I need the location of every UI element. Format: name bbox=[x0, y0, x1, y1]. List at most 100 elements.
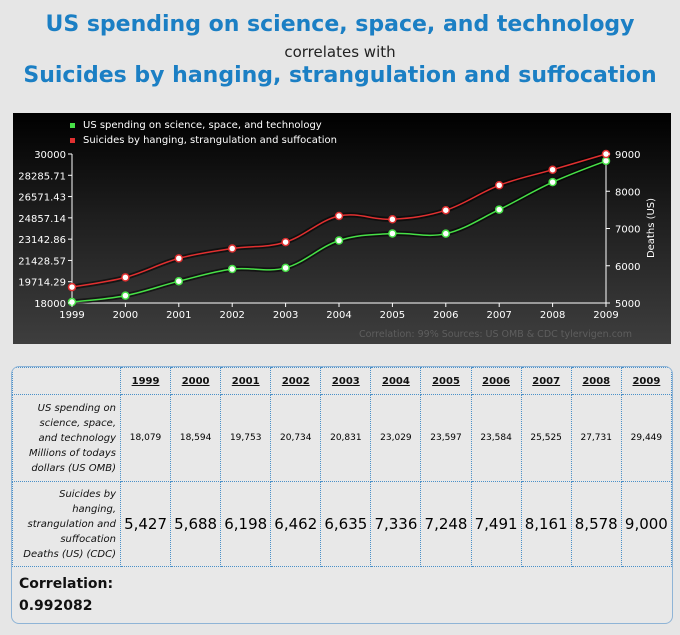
suicides-value-cell: 7,336 bbox=[370, 481, 422, 567]
suicides-value-cell: 6,462 bbox=[270, 481, 322, 567]
x-axis-tick-label: 2000 bbox=[113, 310, 138, 321]
spending-value-cell: 19,753 bbox=[220, 394, 272, 482]
x-axis-tick-label: 2006 bbox=[433, 310, 458, 321]
suicides-value-cell: 8,578 bbox=[570, 481, 622, 567]
table-year-header: 2004 bbox=[370, 367, 422, 395]
suicides-data-point bbox=[334, 211, 344, 221]
suicides-value-cell: 5,427 bbox=[119, 481, 172, 567]
x-axis-tick-label: 2008 bbox=[540, 310, 565, 321]
x-axis-tick-label: 2004 bbox=[326, 310, 351, 321]
data-table-panel: 1999 2000 2001 2002 2003 2004 2005 2006 2007 2008… bbox=[11, 366, 673, 624]
table-year-header: 2000 bbox=[170, 367, 222, 395]
row-unit-line: dollars (US OMB) bbox=[31, 462, 116, 474]
spending-data-point bbox=[441, 229, 451, 238]
spending-value-cell: 23,584 bbox=[470, 394, 522, 482]
row2-label: Suicides by hanging, strangulation and suff… bbox=[12, 481, 121, 567]
table-year-header: 2006 bbox=[470, 367, 522, 395]
spending-value-cell: 20,734 bbox=[270, 394, 322, 482]
x-axis-tick-label: 1999 bbox=[59, 310, 84, 321]
table-year-header: 2009 bbox=[620, 367, 672, 395]
left-axis-tick-label: 23142.86 bbox=[18, 235, 66, 246]
correlation-summary: Correlation: 0.992082 bbox=[19, 573, 113, 617]
table-year-header: 2003 bbox=[320, 367, 372, 395]
spending-data-point bbox=[388, 229, 397, 238]
table-year-header: 2005 bbox=[420, 367, 472, 395]
row-label-line: and technology bbox=[38, 432, 116, 444]
x-axis-tick-label: 2002 bbox=[219, 310, 244, 321]
chart-title-top: US spending on science, space, and techn… bbox=[45, 12, 635, 37]
x-axis-tick-label: 2005 bbox=[380, 310, 405, 321]
row1-label: US spending on science, space, and technol… bbox=[12, 394, 121, 482]
spending-data-point bbox=[281, 263, 290, 273]
left-axis-tick-label: 18000 bbox=[34, 299, 66, 310]
left-axis-tick-label: 30000 bbox=[34, 150, 66, 161]
table-year-header: 2002 bbox=[270, 367, 322, 395]
left-axis-tick-label: 26571.43 bbox=[18, 193, 66, 204]
suicides-data-point bbox=[67, 282, 77, 292]
suicides-data-point bbox=[281, 237, 290, 247]
row-label-line: hanging, bbox=[72, 503, 116, 515]
legend-suicides-swatch bbox=[70, 138, 75, 143]
row-label-line: US spending on bbox=[37, 402, 116, 414]
row-label-line: science, space, bbox=[39, 417, 117, 429]
correlation-label: Correlation: bbox=[19, 576, 114, 592]
suicides-data-point bbox=[227, 244, 237, 253]
chart-background bbox=[13, 113, 671, 344]
chart-footer-sources: Correlation: 99% Sources: US OMB & CDC t… bbox=[359, 329, 632, 340]
suicides-value-cell: 6,635 bbox=[320, 481, 372, 567]
spending-data-point bbox=[548, 177, 557, 187]
spending-value-cell: 23,597 bbox=[420, 394, 472, 482]
suicides-data-point bbox=[548, 165, 557, 174]
left-axis-tick-label: 19714.29 bbox=[18, 278, 66, 289]
suicides-data-point bbox=[441, 205, 451, 215]
left-axis-tick-label: 24857.14 bbox=[18, 214, 66, 225]
spending-data-point bbox=[121, 291, 130, 300]
correlation-value: 0.992082 bbox=[19, 598, 93, 614]
x-axis-tick-label: 2009 bbox=[593, 310, 618, 321]
suicides-value-cell: 7,248 bbox=[420, 481, 472, 567]
legend-spending-swatch bbox=[70, 123, 75, 128]
x-axis-tick-label: 2001 bbox=[166, 310, 191, 321]
suicides-data-point bbox=[121, 273, 130, 282]
suicides-value-cell: 9,000 bbox=[620, 481, 672, 567]
suicides-value-cell: 6,198 bbox=[220, 481, 272, 567]
spending-data-point bbox=[334, 236, 344, 245]
table-corner-cell bbox=[12, 367, 121, 395]
left-axis-tick-label: 21428.57 bbox=[18, 256, 66, 267]
spending-value-cell: 20,831 bbox=[320, 394, 372, 482]
spending-value-cell: 25,525 bbox=[520, 394, 572, 482]
spending-value-cell: 18,594 bbox=[170, 394, 222, 482]
spending-data-point bbox=[174, 276, 184, 286]
row-unit-line: Millions of todays bbox=[28, 447, 116, 459]
spending-value-cell: 23,029 bbox=[370, 394, 422, 482]
suicides-data-point bbox=[388, 215, 397, 224]
x-axis-tick-label: 2003 bbox=[273, 310, 298, 321]
spending-value-cell: 18,079 bbox=[119, 394, 172, 482]
row-label-line: Suicides by bbox=[59, 488, 116, 500]
row-unit-line: Deaths (US) (CDC) bbox=[23, 548, 116, 560]
right-axis-tick-label: 6000 bbox=[615, 262, 640, 273]
right-axis-label: Deaths (US) bbox=[646, 198, 657, 258]
suicides-value-cell: 7,491 bbox=[470, 481, 522, 567]
suicides-data-point bbox=[174, 254, 184, 263]
left-axis-tick-label: 28285.71 bbox=[18, 171, 66, 182]
spending-value-cell: 27,731 bbox=[570, 394, 622, 482]
chart-connector-text: correlates with bbox=[284, 43, 396, 61]
correlation-line-chart: US spending on science, space, and techn… bbox=[13, 113, 671, 344]
row-label-line: suffocation bbox=[60, 533, 116, 545]
chart-title-bottom: Suicides by hanging, strangulation and s… bbox=[23, 63, 657, 88]
x-axis-tick-label: 2007 bbox=[486, 310, 511, 321]
spending-data-point bbox=[494, 205, 504, 214]
suicides-data-point bbox=[494, 181, 504, 190]
suicides-value-cell: 5,688 bbox=[170, 481, 222, 567]
row-label-line: strangulation and bbox=[27, 518, 116, 530]
data-table: 1999 2000 2001 2002 2003 2004 2005 2006 2007 2008… bbox=[12, 367, 672, 567]
spending-data-point bbox=[601, 156, 611, 166]
right-axis-tick-label: 8000 bbox=[615, 187, 640, 198]
spending-data-point bbox=[227, 264, 237, 274]
legend-spending-label: US spending on science, space, and techn… bbox=[83, 120, 322, 131]
right-axis-tick-label: 9000 bbox=[615, 150, 640, 161]
right-axis-tick-label: 5000 bbox=[615, 299, 640, 310]
legend-suicides-label: Suicides by hanging, strangulation and s… bbox=[83, 135, 337, 146]
spending-value-cell: 29,449 bbox=[620, 394, 672, 482]
